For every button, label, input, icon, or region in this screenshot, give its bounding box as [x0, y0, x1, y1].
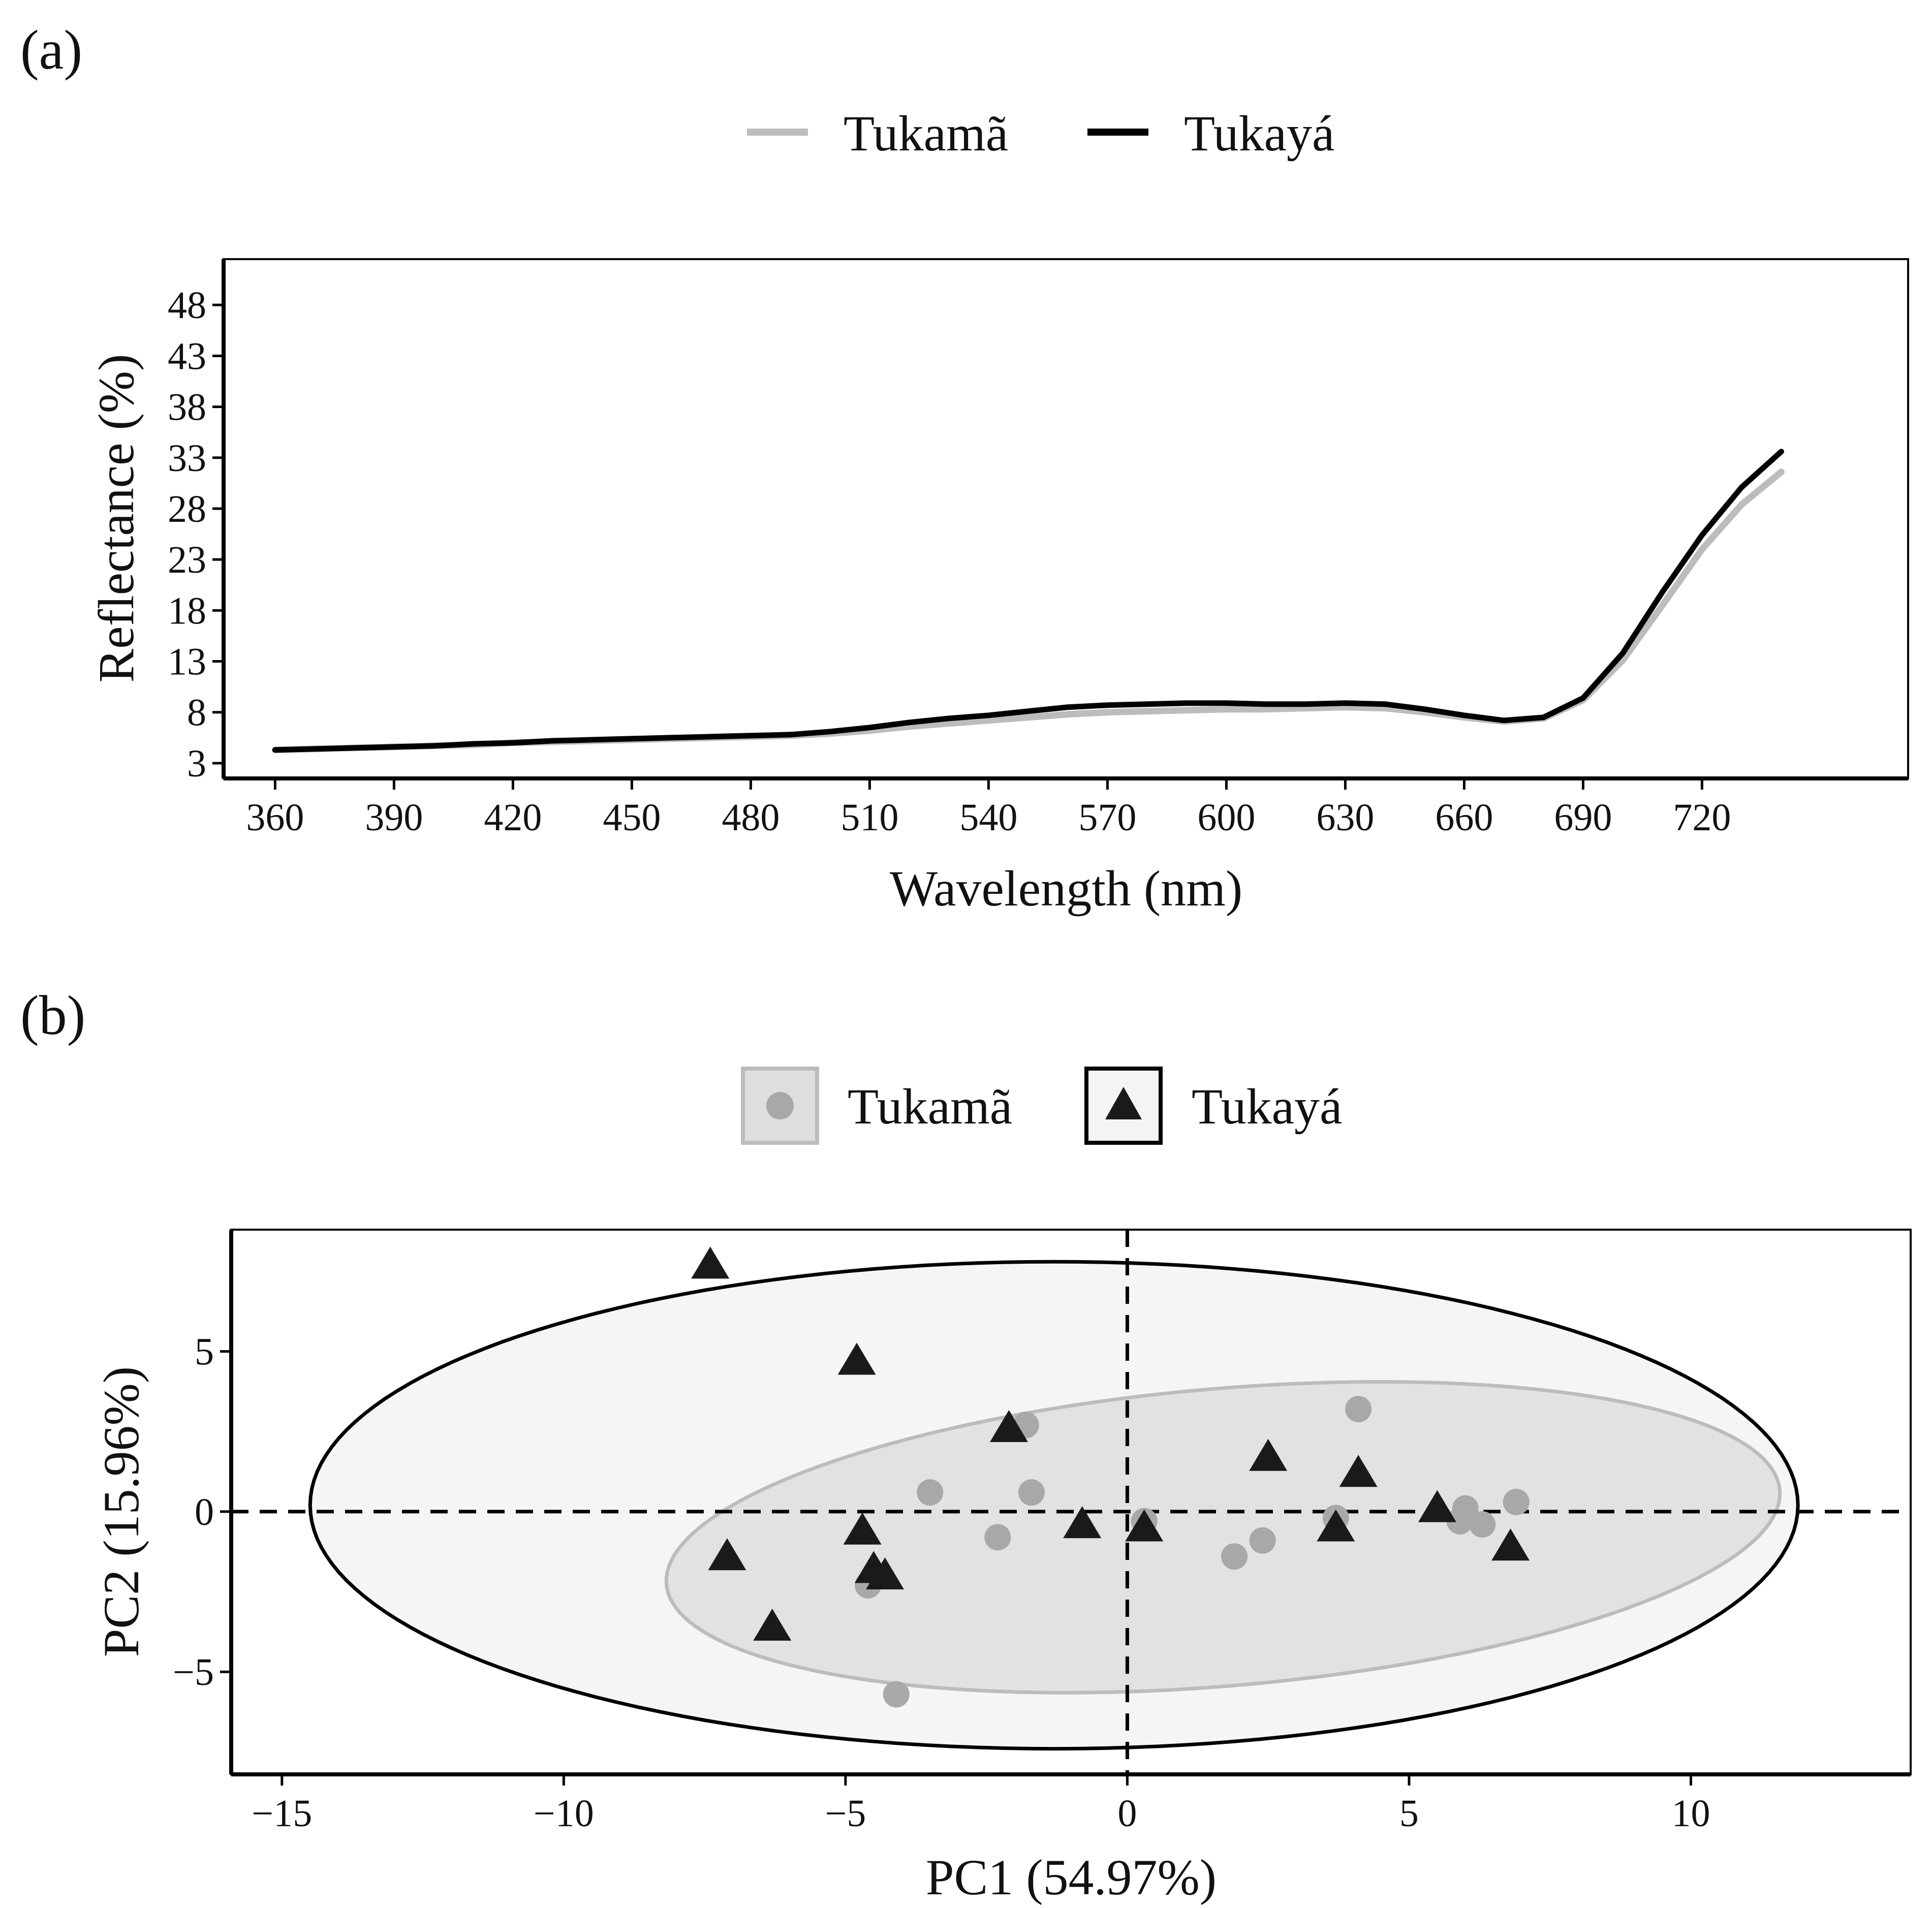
legend-b-tukaya-marker: [1105, 1087, 1142, 1119]
panel-b-reference-lines: [231, 1230, 1911, 1774]
x-tick-label: 720: [1673, 796, 1731, 839]
y-tick-label: 8: [187, 692, 206, 734]
legend-a-tukama-label: Tukamã: [844, 105, 1008, 162]
series-line-tukama: [271, 468, 1785, 754]
legend-b-tukama-marker: [766, 1092, 794, 1119]
panel-b-label: (b): [20, 984, 85, 1046]
x-tick-label: 660: [1435, 796, 1493, 839]
point-tukaya: [1063, 1506, 1102, 1539]
x-tick-label: 690: [1554, 796, 1612, 839]
panel-a-plot-area: [223, 258, 1909, 779]
point-tukama: [1345, 1396, 1372, 1423]
point-tukama: [1469, 1511, 1496, 1538]
ellipse-tukama: [664, 1380, 1782, 1695]
panel-b-x-axis-title: PC1 (54.97%): [926, 1849, 1217, 1905]
panel-b-y-axis-title: PC2 (15.96%): [93, 1366, 149, 1657]
panel-a-y-axis-title: Reflectance (%): [88, 354, 144, 683]
x-tick-label: 570: [1078, 796, 1136, 839]
x-tick-label: 10: [1671, 1792, 1710, 1835]
y-tick-label: 38: [168, 386, 206, 429]
x-tick-label: 450: [603, 796, 661, 839]
y-tick-label: 23: [168, 539, 206, 581]
panel-a: (a) Tukamã Tukayá 360 390 420 450 480 510 540 5…: [20, 19, 1909, 917]
point-tukama: [1221, 1543, 1248, 1570]
point-tukaya: [843, 1512, 882, 1545]
panel-b: (b) Tukamã Tukayá −15 −10 −5 0 5 10 −5 0 5 PC1 …: [20, 984, 1912, 1905]
x-tick-label: 480: [722, 796, 780, 839]
point-tukaya: [1491, 1528, 1530, 1561]
y-tick-label: 28: [168, 488, 206, 530]
x-tick-label: −5: [825, 1792, 866, 1835]
point-tukaya: [866, 1557, 905, 1590]
legend-b-tukama-label: Tukamã: [848, 1078, 1012, 1135]
y-tick-label: 18: [168, 589, 206, 632]
legend-b-tukaya-label: Tukayá: [1192, 1078, 1342, 1135]
point-tukaya: [708, 1538, 746, 1571]
panel-b-legend: Tukamã Tukayá: [741, 1067, 1342, 1145]
panel-a-x-axis-title: Wavelength (nm): [890, 860, 1242, 917]
y-tick-label: 13: [168, 641, 206, 683]
point-tukaya: [1249, 1438, 1288, 1471]
panel-b-y-ticks: −5 0 5: [173, 1331, 231, 1694]
x-tick-label: 5: [1399, 1792, 1419, 1835]
y-tick-label: 3: [187, 742, 206, 785]
panel-a-label: (a): [20, 19, 82, 81]
point-tukaya: [691, 1246, 730, 1279]
y-tick-label: 48: [168, 284, 206, 327]
point-tukaya: [753, 1608, 792, 1641]
y-tick-label: 43: [168, 335, 206, 378]
x-tick-label: 630: [1316, 796, 1374, 839]
point-tukama: [1249, 1527, 1276, 1554]
point-tukaya: [1418, 1490, 1456, 1522]
y-tick-label: −5: [173, 1651, 214, 1694]
x-tick-label: 510: [840, 796, 898, 839]
x-tick-label: −10: [534, 1792, 594, 1835]
point-tukaya: [1317, 1509, 1355, 1542]
x-tick-label: 540: [959, 796, 1017, 839]
point-tukaya: [837, 1342, 876, 1375]
point-tukaya: [990, 1410, 1029, 1442]
y-tick-label: 5: [195, 1331, 214, 1373]
x-tick-label: 390: [365, 796, 423, 839]
point-tukama: [917, 1479, 944, 1506]
x-tick-label: 0: [1117, 1792, 1137, 1835]
point-tukaya: [1125, 1509, 1164, 1542]
point-tukama: [883, 1681, 910, 1708]
point-tukaya: [1339, 1455, 1378, 1487]
y-tick-label: 33: [168, 437, 206, 480]
point-tukama: [1018, 1479, 1045, 1506]
panel-a-series: [271, 449, 1785, 754]
point-tukama: [1452, 1495, 1479, 1522]
point-tukama: [984, 1524, 1011, 1551]
panel-a-x-ticks: 360 390 420 450 480 510 540 570 600 630 660 690 720: [246, 778, 1731, 839]
x-tick-label: −15: [252, 1792, 312, 1835]
y-tick-label: 0: [195, 1491, 214, 1534]
x-tick-label: 420: [484, 796, 542, 839]
x-tick-label: 600: [1197, 796, 1255, 839]
panel-b-x-ticks: −15 −10 −5 0 5 10: [252, 1774, 1710, 1835]
legend-a-tukaya-label: Tukayá: [1184, 105, 1334, 162]
x-tick-label: 360: [246, 796, 304, 839]
series-line-tukaya: [272, 449, 1784, 753]
panel-b-ellipses: [308, 1260, 1800, 1751]
point-tukama: [1503, 1489, 1530, 1515]
panel-b-points: [691, 1246, 1530, 1708]
panel-a-legend: Tukamã Tukayá: [747, 105, 1334, 162]
